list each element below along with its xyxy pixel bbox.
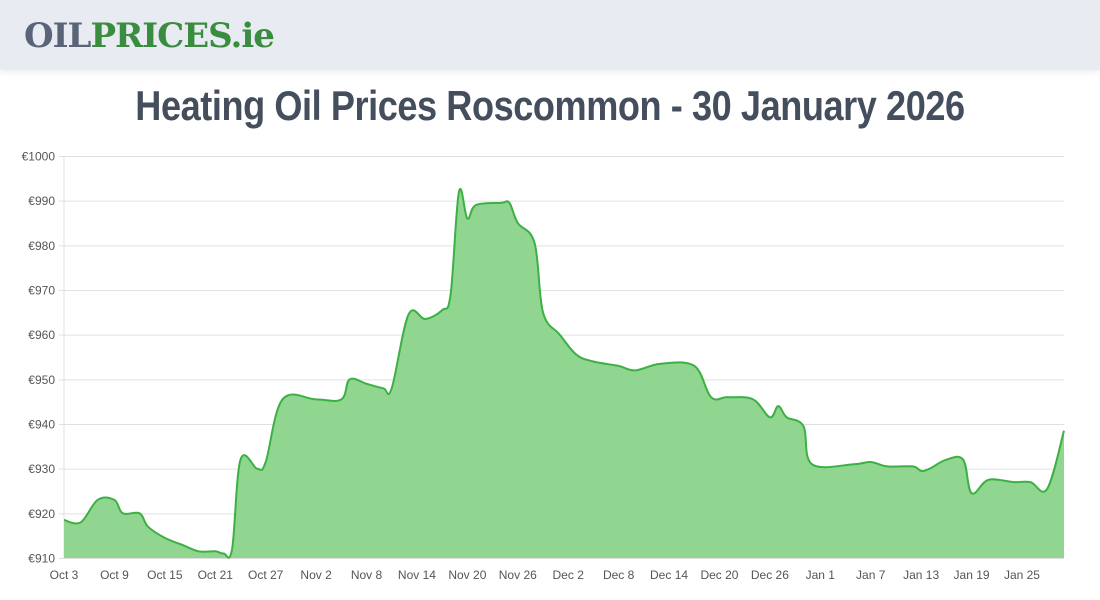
y-tick-label: €990 bbox=[28, 194, 55, 208]
y-tick-label: €1000 bbox=[22, 150, 56, 164]
x-tick-label: Oct 3 bbox=[50, 568, 79, 582]
site-header: OILPRICES.ie bbox=[0, 0, 1100, 70]
price-area bbox=[64, 188, 1064, 559]
price-line[interactable] bbox=[63, 187, 1065, 559]
x-tick-label: Dec 14 bbox=[650, 568, 688, 582]
x-tick-label: Dec 2 bbox=[553, 568, 585, 582]
x-tick-label: Jan 25 bbox=[1004, 568, 1040, 582]
y-tick-label: €910 bbox=[28, 552, 55, 566]
x-tick-label: Jan 13 bbox=[903, 568, 939, 582]
x-tick-label: Nov 2 bbox=[300, 568, 332, 582]
y-tick-label: €930 bbox=[28, 462, 55, 476]
y-axis: €910 €920 €930 €940 €950 €960 €970 €980 €990 €100… bbox=[22, 150, 56, 566]
logo-prices-text: PRICES.ie bbox=[90, 16, 274, 56]
y-tick-label: €940 bbox=[28, 418, 55, 432]
y-tick-label: €950 bbox=[28, 373, 55, 387]
y-tick-label: €980 bbox=[28, 239, 55, 253]
x-tick-label: Oct 9 bbox=[100, 568, 129, 582]
page-title: Heating Oil Prices Roscommon - 30 Januar… bbox=[135, 82, 965, 129]
x-tick-label: Dec 20 bbox=[700, 568, 738, 582]
x-tick-label: Dec 26 bbox=[751, 568, 789, 582]
y-tick-label: €970 bbox=[28, 284, 55, 298]
x-tick-label: Oct 21 bbox=[198, 568, 234, 582]
x-axis: Oct 3 Oct 9 Oct 15 Oct 21 Oct 27 Nov 2 Nov 8 No… bbox=[50, 568, 1041, 582]
logo-oil-text: OIL bbox=[24, 16, 91, 56]
x-tick-label: Oct 15 bbox=[147, 568, 183, 582]
x-tick-label: Nov 8 bbox=[351, 568, 383, 582]
x-tick-label: Jan 7 bbox=[856, 568, 886, 582]
x-tick-label: Oct 27 bbox=[248, 568, 284, 582]
site-logo[interactable]: OILPRICES.ie bbox=[24, 14, 275, 58]
x-tick-label: Jan 1 bbox=[806, 568, 836, 582]
y-tick-label: €960 bbox=[28, 328, 55, 342]
x-tick-label: Dec 8 bbox=[603, 568, 635, 582]
x-tick-label: Nov 26 bbox=[499, 568, 537, 582]
x-tick-label: Nov 14 bbox=[398, 568, 436, 582]
x-tick-label: Jan 19 bbox=[954, 568, 990, 582]
y-tick-label: €920 bbox=[28, 507, 55, 521]
x-tick-label: Nov 20 bbox=[448, 568, 486, 582]
